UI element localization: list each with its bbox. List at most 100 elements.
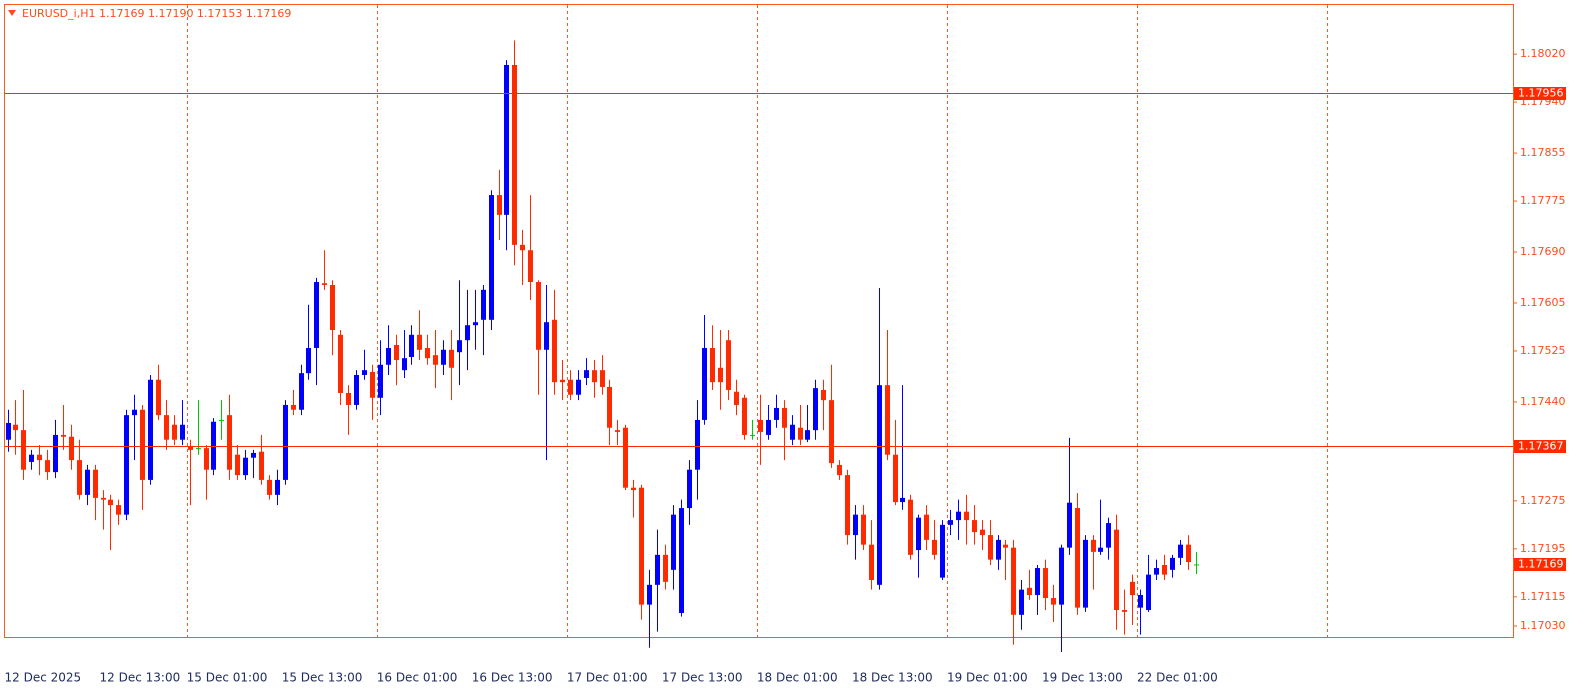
x-tick-label: 19 Dec 13:00: [1042, 671, 1123, 685]
candle-body: [314, 282, 319, 348]
candle-body: [607, 386, 612, 428]
candle-body: [512, 64, 517, 245]
candle-body: [742, 397, 747, 435]
candle-body: [402, 358, 407, 371]
candle-body: [584, 370, 589, 378]
candle-body: [504, 64, 509, 215]
candle-body: [726, 340, 731, 390]
candle-body: [1122, 610, 1127, 612]
candle-body: [932, 539, 937, 555]
candle-body: [1130, 581, 1135, 596]
candle-body: [140, 409, 145, 480]
candle-body: [560, 379, 565, 383]
candle-body: [409, 334, 414, 357]
candle-body: [552, 319, 557, 383]
candle-body: [615, 430, 620, 432]
x-tick-label: 15 Dec 13:00: [282, 671, 363, 685]
candle-body: [766, 419, 771, 435]
candle-body: [837, 464, 842, 476]
candle-body: [885, 385, 890, 455]
candle-body: [251, 452, 256, 458]
candle-body: [1003, 544, 1008, 548]
candle-body: [790, 424, 795, 440]
x-tick-label: 17 Dec 01:00: [567, 671, 648, 685]
candle-body: [85, 469, 90, 495]
candle-body: [1043, 568, 1048, 599]
candle-body: [172, 424, 177, 440]
candle-body: [734, 391, 739, 405]
candle-body: [1178, 544, 1183, 558]
candle-body: [663, 554, 668, 582]
candle-body: [354, 374, 359, 405]
candle-body: [972, 520, 977, 533]
current-price-tag: [1514, 558, 1566, 571]
candle-body: [805, 430, 810, 440]
candle-body: [592, 370, 597, 383]
candle-body: [536, 282, 541, 350]
candle-body: [267, 479, 272, 495]
x-tick-label: 15 Dec 01:00: [187, 671, 268, 685]
candle-body: [623, 427, 628, 488]
candle-body: [204, 448, 209, 470]
candle-body: [829, 400, 834, 464]
y-tick-label: 1.17030: [1520, 619, 1566, 632]
x-tick-label: 22 Dec 01:00: [1137, 671, 1218, 685]
candle-body: [1027, 587, 1032, 596]
candle-body: [13, 424, 18, 431]
candle-body: [108, 499, 113, 506]
candle-body: [798, 427, 803, 440]
candle-body: [235, 454, 240, 476]
candle-body: [346, 392, 351, 405]
candle-body: [1194, 564, 1199, 566]
x-tick-label: 16 Dec 13:00: [472, 671, 553, 685]
candle-body: [101, 497, 106, 500]
candle-body: [639, 487, 644, 605]
candle-body: [6, 422, 11, 440]
candle-body: [441, 349, 446, 365]
price-line-label: 1.17367: [1518, 440, 1564, 453]
candle-body: [695, 419, 700, 470]
candle-body: [845, 475, 850, 536]
candle-body: [908, 499, 913, 555]
candle-body: [338, 334, 343, 393]
y-tick-label: 1.17115: [1520, 590, 1566, 603]
candle-body: [196, 448, 201, 450]
collapse-icon: [8, 10, 16, 16]
price-line-tag: [1514, 440, 1566, 453]
candle-body: [861, 514, 866, 545]
candle-body: [924, 514, 929, 540]
candle-body: [156, 379, 161, 416]
y-tick-label: 1.17440: [1520, 395, 1566, 408]
candle-body: [1186, 544, 1191, 563]
candle-body: [544, 322, 549, 350]
candle-body: [45, 460, 50, 473]
candle-body: [148, 379, 153, 480]
x-tick-label: 17 Dec 13:00: [662, 671, 743, 685]
candle-body: [631, 487, 636, 491]
candle-body: [679, 508, 684, 614]
candle-body: [394, 344, 399, 360]
candle-body: [1067, 502, 1072, 548]
candles: [6, 40, 1199, 652]
candle-body: [457, 340, 462, 353]
price-line-label: 1.17956: [1518, 87, 1564, 100]
candle-body: [877, 385, 882, 585]
candle-body: [1075, 508, 1080, 608]
x-tick-label: 12 Dec 2025: [5, 671, 82, 685]
candle-body: [813, 388, 818, 431]
candle-body: [299, 373, 304, 410]
price-line-tag: [1514, 87, 1566, 100]
x-tick-label: 12 Dec 13:00: [100, 671, 181, 685]
candle-body: [687, 469, 692, 509]
candle-body: [1162, 565, 1167, 575]
candle-body: [1106, 523, 1111, 548]
candle-body: [671, 514, 676, 570]
candle-body: [1059, 547, 1064, 605]
y-tick-label: 1.17275: [1520, 494, 1566, 507]
candle-body: [61, 434, 66, 437]
candle-body: [718, 367, 723, 383]
candle-body: [433, 355, 438, 365]
candle-body: [1051, 598, 1056, 605]
candle-body: [53, 434, 58, 473]
